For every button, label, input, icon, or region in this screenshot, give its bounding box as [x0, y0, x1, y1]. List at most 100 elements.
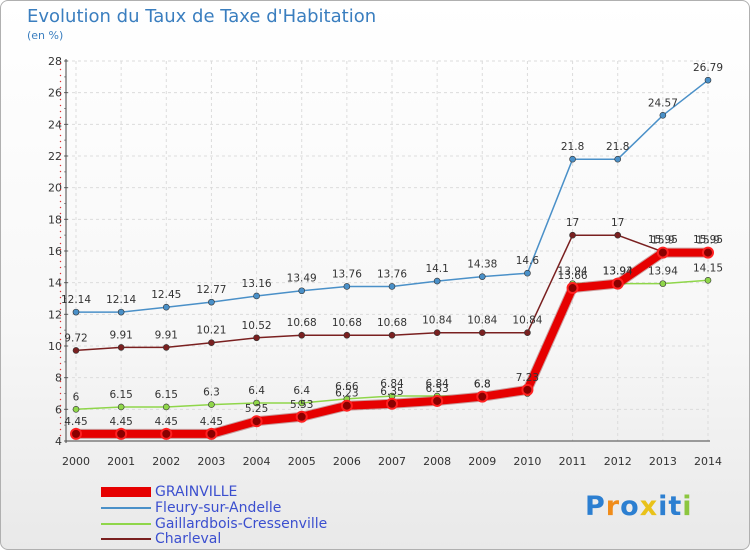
- data-label-charleval: 9.91: [109, 329, 132, 341]
- data-point-fleury-sur-andelle: [704, 76, 712, 84]
- axis-accent-dot: [59, 170, 62, 173]
- axis-accent-dot: [59, 74, 62, 77]
- axis-accent-dot: [59, 200, 62, 203]
- axis-accent-dot: [59, 368, 62, 371]
- axis-accent-dot: [59, 362, 62, 365]
- legend-label-gaillardbois: Gaillardbois-Cressenville: [155, 516, 328, 532]
- axis-accent-dot: [59, 206, 62, 209]
- y-tick-label: 4: [55, 435, 62, 448]
- data-label-grainville: 4.45: [200, 416, 223, 428]
- data-point-grainville: [115, 427, 128, 440]
- axis-accent-dot: [59, 314, 62, 317]
- data-label-charleval: 17: [611, 217, 624, 229]
- axis-accent-dot: [59, 230, 62, 233]
- data-point-grainville: [521, 383, 534, 396]
- logo-letter: r: [605, 491, 621, 522]
- axis-accent-dot: [59, 296, 62, 299]
- axis-accent-dot: [59, 434, 62, 437]
- axis-accent-dot: [59, 428, 62, 431]
- data-label-charleval: 15.95: [648, 234, 678, 246]
- axis-accent-dot: [59, 338, 62, 341]
- axis-accent-dot: [59, 284, 62, 287]
- data-label-gaillardbois-cressenville: 6.4: [293, 385, 310, 397]
- data-label-fleury-sur-andelle: 24.57: [648, 97, 678, 109]
- axis-accent-dot: [59, 86, 62, 89]
- x-tick-label: 2007: [378, 455, 406, 468]
- data-label-gaillardbois-cressenville: 6.66: [335, 381, 359, 393]
- x-tick-label: 2011: [559, 455, 587, 468]
- axis-accent-dot: [59, 128, 62, 131]
- data-point-grainville: [340, 399, 353, 412]
- x-tick-label: 2003: [197, 455, 225, 468]
- chart-subtitle: (en %): [27, 29, 64, 42]
- data-label-fleury-sur-andelle: 13.76: [377, 268, 407, 280]
- axis-accent-dot: [59, 104, 62, 107]
- axis-accent-dot: [59, 254, 62, 257]
- logo-letter: i: [682, 491, 693, 522]
- data-label-grainville: 6.53: [425, 383, 448, 395]
- data-point-charleval: [117, 344, 125, 351]
- data-label-grainville: 13.66: [558, 270, 588, 282]
- axis-accent-dot: [59, 158, 62, 161]
- legend-swatch-charleval: [101, 538, 151, 540]
- data-point-fleury-sur-andelle: [208, 298, 215, 306]
- logo-letter: o: [620, 491, 640, 522]
- data-label-grainville: 6.23: [335, 388, 358, 400]
- y-tick-label: 22: [48, 150, 62, 163]
- data-point-fleury-sur-andelle: [478, 273, 486, 280]
- axis-accent-dot: [59, 110, 62, 113]
- axis-accent-dot: [59, 146, 62, 149]
- axis-accent-dot: [59, 410, 62, 413]
- axis-accent-dot: [59, 386, 62, 389]
- data-label-charleval: 10.84: [512, 315, 542, 327]
- axis-accent-dot: [59, 218, 62, 221]
- data-point-charleval: [343, 331, 351, 339]
- data-label-grainville: 5.25: [245, 403, 268, 415]
- data-label-grainville: 7.23: [516, 372, 539, 384]
- data-label-gaillardbois-cressenville: 14.15: [693, 262, 723, 274]
- legend-item-fleury: Fleury-sur-Andelle: [101, 501, 361, 515]
- axis-accent-dot: [59, 380, 62, 383]
- y-tick-label: 10: [48, 340, 62, 353]
- axis-accent-dot: [59, 320, 62, 323]
- data-label-fleury-sur-andelle: 26.79: [693, 62, 723, 74]
- y-tick-label: 26: [48, 87, 62, 100]
- data-label-grainville: 6.8: [474, 379, 491, 391]
- data-label-gaillardbois-cressenville: 6.84: [425, 378, 449, 390]
- data-label-gaillardbois-cressenville: 6.8: [474, 379, 491, 391]
- proxiti-logo: Proxiti: [585, 491, 693, 522]
- axis-accent-dot: [59, 140, 62, 143]
- data-point-fleury-sur-andelle: [298, 287, 306, 295]
- data-point-grainville: [702, 246, 714, 259]
- axis-accent-dot: [59, 266, 62, 269]
- axis-accent-dot: [59, 248, 62, 251]
- data-label-charleval: 9.72: [64, 332, 87, 344]
- axis-accent-dot: [59, 398, 62, 401]
- data-label-grainville: 4.45: [109, 416, 132, 428]
- x-tick-label: 2001: [107, 455, 135, 468]
- axis-accent-dot: [59, 344, 62, 347]
- x-tick-label: 2008: [423, 455, 451, 468]
- data-point-fleury-sur-andelle: [569, 155, 576, 163]
- data-label-fleury-sur-andelle: 14.1: [425, 263, 448, 275]
- data-label-fleury-sur-andelle: 21.8: [561, 141, 584, 153]
- legend-swatch-gaillardbois: [101, 523, 151, 525]
- data-point-charleval: [298, 331, 306, 339]
- axis-accent-dot: [59, 98, 62, 101]
- data-point-charleval: [433, 329, 441, 337]
- x-tick-label: 2002: [152, 455, 180, 468]
- data-point-fleury-sur-andelle: [659, 112, 667, 119]
- axis-accent-dot: [59, 212, 62, 215]
- data-point-grainville: [70, 427, 82, 440]
- data-point-gaillardbois-cressenville: [117, 403, 125, 411]
- data-label-grainville: 13.94: [603, 266, 633, 278]
- axis-accent-dot: [59, 80, 62, 83]
- data-label-fleury-sur-andelle: 12.77: [196, 284, 226, 296]
- data-label-charleval: 10.68: [332, 317, 362, 329]
- legend-item-gaillardbois: Gaillardbois-Cressenville: [101, 517, 361, 531]
- data-point-grainville: [431, 394, 444, 407]
- logo-letter: t: [668, 491, 683, 522]
- data-point-fleury-sur-andelle: [433, 277, 441, 285]
- axis-accent-dot: [59, 278, 62, 281]
- axis-accent-dot: [59, 422, 62, 425]
